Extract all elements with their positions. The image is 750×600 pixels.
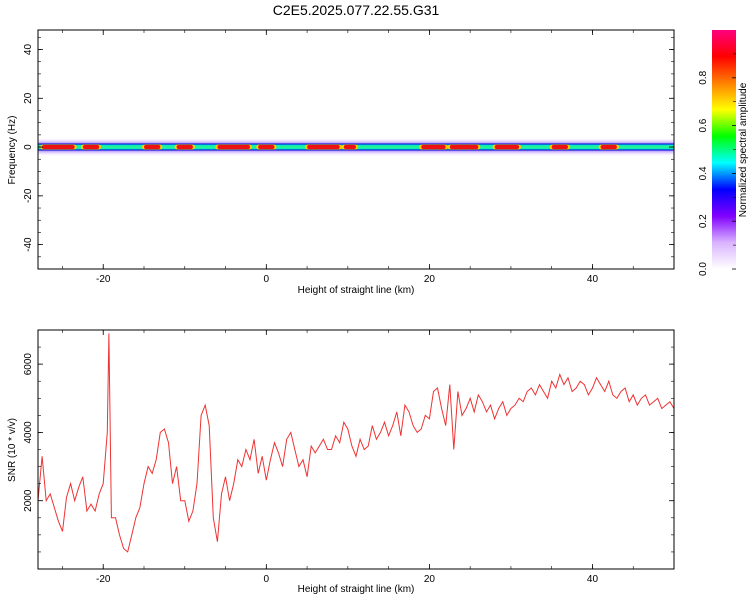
spectrogram-x-axis-label: Height of straight line (km): [298, 285, 415, 296]
band-hot-segment: [343, 145, 356, 150]
band-hot-segment: [449, 145, 479, 150]
band-hot-segment: [551, 145, 568, 150]
colorbar-label: Normalized spectral amplitude: [738, 82, 749, 217]
spectrogram-x-tick-label: 40: [587, 274, 599, 285]
colorbar-ticks: 0.0 0.2 0.4 0.6 0.8: [698, 53, 736, 276]
snr-x-tick-label: 20: [424, 574, 436, 585]
band-hot-segment: [82, 145, 100, 150]
snr-x-tick-label: 0: [264, 574, 270, 585]
spectrogram-y-tick-label: 0: [23, 144, 34, 150]
snr-y-tick-label: 2000: [23, 489, 34, 512]
colorbar-tick-label: 0.2: [698, 214, 709, 228]
snr-ticks: -20 0 20 40 2000 4000 6000: [23, 329, 675, 585]
colorbar-tick-label: 0.4: [698, 166, 709, 180]
band-hot-segment: [217, 145, 250, 150]
colorbar-gradient: [712, 30, 736, 269]
spectrogram-panel: -20 0 20 40 -40 -20 0 20 40 Height of straight l…: [7, 29, 675, 296]
snr-y-tick-label: 6000: [23, 353, 34, 376]
spectrogram-heatmap: [38, 140, 674, 155]
snr-x-tick-label: -20: [96, 574, 111, 585]
band-hot-segment: [421, 145, 446, 150]
band-hot-segment: [307, 145, 340, 150]
colorbar-tick-label: 0.8: [698, 70, 709, 84]
spectrogram-x-tick-label: 0: [264, 274, 270, 285]
spectrogram-y-tick-label: -20: [23, 188, 34, 203]
band-hot-segment: [42, 145, 75, 150]
spectrogram-frame: [37, 29, 675, 270]
colorbar-tick-label: 0.6: [698, 118, 709, 132]
band-hot-segment: [494, 145, 520, 150]
snr-x-axis-label: Height of straight line (km): [298, 584, 415, 595]
band-hot-segment: [144, 145, 161, 150]
colorbar: 0.0 0.2 0.4 0.6 0.8 Normalized spectral ampl…: [698, 30, 749, 276]
figure-title: C2E5.2025.077.22.55.G31: [273, 2, 440, 18]
snr-panel: -20 0 20 40 2000 4000 6000 Height of straight …: [7, 329, 675, 595]
band-hot-segment: [258, 145, 275, 150]
spectrogram-y-tick-label: -40: [23, 237, 34, 252]
band-hot-segment: [600, 145, 617, 150]
snr-x-tick-label: 40: [587, 574, 599, 585]
spectrogram-ticks: -20 0 20 40 -40 -20 0 20 40: [23, 30, 675, 285]
spectrogram-y-tick-label: 20: [23, 92, 34, 104]
band-hot-segment: [176, 145, 193, 150]
snr-y-tick-label: 4000: [23, 421, 34, 444]
snr-series-line: [38, 333, 674, 553]
colorbar-tick-label: 0.0: [698, 262, 709, 276]
spectrogram-y-tick-label: 40: [23, 44, 34, 56]
spectrogram-x-tick-label: -20: [96, 274, 111, 285]
snr-y-axis-label: SNR (10 * v/v): [7, 418, 18, 482]
snr-plot-area: [38, 330, 674, 569]
spectrogram-y-axis-label: Frequency (Hz): [7, 116, 18, 185]
spectrogram-x-tick-label: 20: [424, 274, 436, 285]
